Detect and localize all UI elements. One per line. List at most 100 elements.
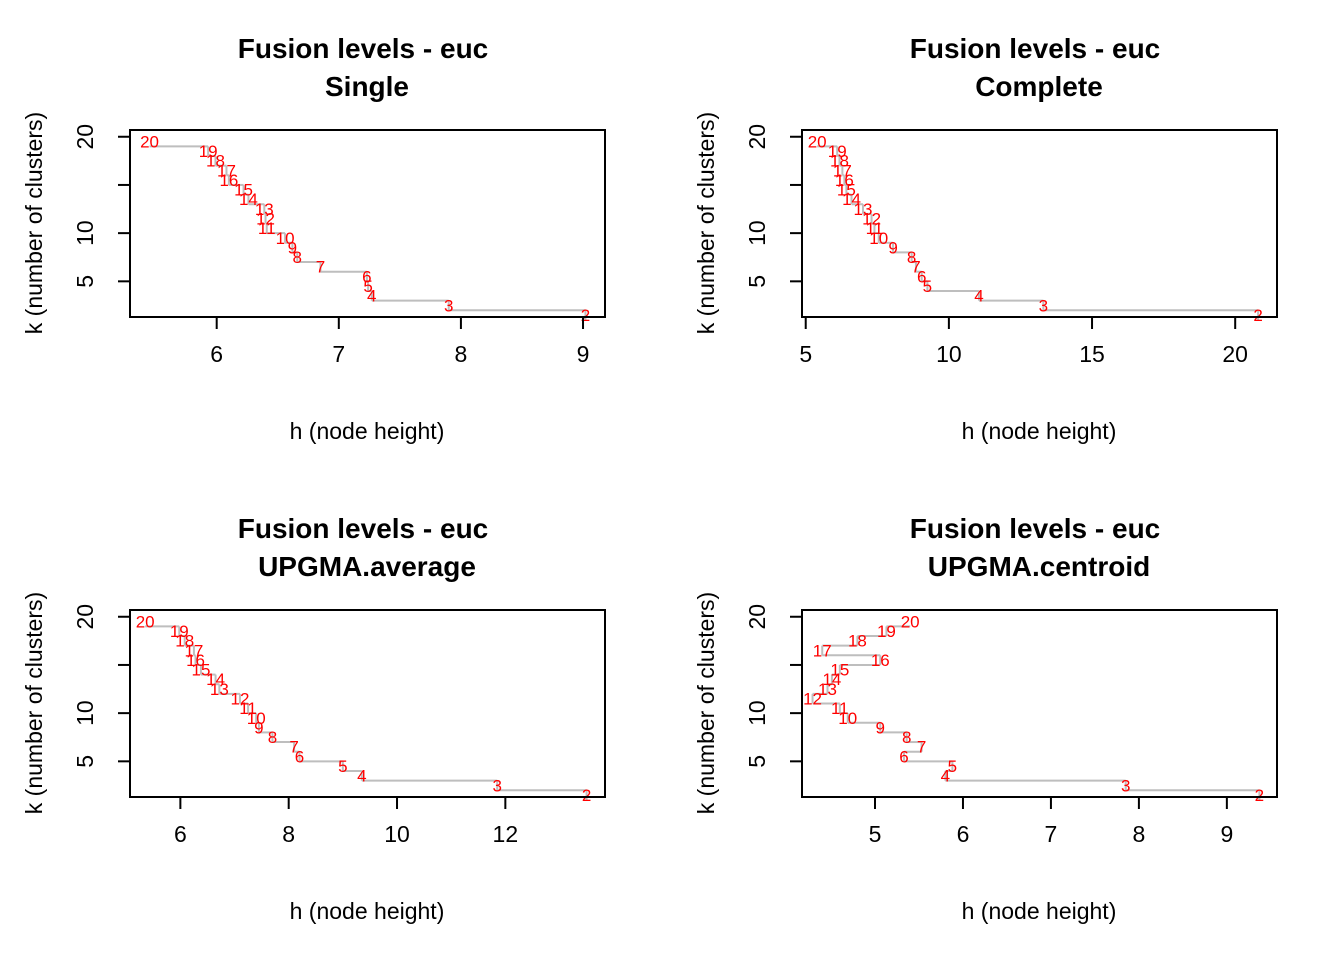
y-tick-label: 10 — [744, 220, 770, 246]
x-tick-label: 5 — [869, 821, 882, 847]
y-tick-label: 20 — [72, 124, 98, 150]
x-tick-label: 10 — [384, 821, 410, 847]
point-label: 5 — [948, 757, 957, 776]
point-label: 4 — [367, 287, 376, 306]
point-label: 3 — [1039, 296, 1048, 315]
y-axis-label: k (number of clusters) — [21, 592, 47, 814]
y-tick-label: 20 — [744, 124, 770, 150]
point-label: 10 — [276, 229, 295, 248]
point-label: 19 — [877, 622, 896, 641]
point-label: 17 — [217, 161, 236, 180]
point-label: 8 — [902, 728, 911, 747]
x-tick-label: 7 — [332, 341, 345, 367]
x-tick-label: 20 — [1222, 341, 1248, 367]
point-label: 11 — [831, 699, 849, 718]
point-label: 11 — [866, 219, 884, 238]
point-label: 13 — [854, 200, 873, 219]
x-tick-label: 8 — [282, 821, 295, 847]
x-tick-label: 6 — [174, 821, 187, 847]
point-label: 13 — [818, 680, 837, 699]
panel-subtitle: UPGMA.centroid — [928, 551, 1150, 582]
point-label: 9 — [888, 238, 897, 257]
panel-title: Fusion levels - euc — [910, 513, 1161, 544]
point-label: 18 — [848, 632, 867, 651]
point-label: 13 — [255, 200, 274, 219]
point-label: 5 — [923, 277, 932, 296]
point-label: 8 — [907, 248, 916, 267]
point-label: 10 — [838, 709, 857, 728]
point-label: 7 — [917, 738, 926, 757]
point-label: 6 — [362, 267, 371, 286]
point-label: 13 — [210, 680, 229, 699]
point-label: 9 — [254, 718, 263, 737]
point-label: 16 — [835, 171, 854, 190]
x-tick-label: 5 — [799, 341, 812, 367]
point-label: 14 — [206, 670, 225, 689]
point-label: 7 — [911, 258, 920, 277]
x-tick-label: 6 — [210, 341, 223, 367]
point-label: 19 — [828, 142, 847, 161]
x-tick-label: 8 — [1132, 821, 1145, 847]
y-axis-label: k (number of clusters) — [693, 112, 719, 334]
point-label: 14 — [822, 670, 841, 689]
point-label: 15 — [234, 181, 253, 200]
point-label: 7 — [289, 738, 298, 757]
y-tick-label: 5 — [72, 275, 98, 288]
point-label: 12 — [862, 210, 881, 229]
point-label: 7 — [316, 258, 325, 277]
x-tick-label: 10 — [936, 341, 962, 367]
point-label: 15 — [830, 661, 849, 680]
point-label: 2 — [582, 786, 591, 805]
panel-complete: Fusion levels - euc Complete h (node hei… — [693, 33, 1278, 444]
y-tick-label: 5 — [72, 755, 98, 768]
point-label: 6 — [917, 267, 926, 286]
point-label: 4 — [357, 767, 366, 786]
point-label: 14 — [842, 190, 861, 209]
point-label: 5 — [338, 757, 347, 776]
panel-subtitle: Complete — [975, 71, 1103, 102]
y-tick-label: 5 — [744, 755, 770, 768]
point-label: 3 — [492, 776, 501, 795]
x-tick-label: 6 — [957, 821, 970, 847]
panel-single: Fusion levels - euc Single h (node heigh… — [21, 33, 606, 444]
point-label: 8 — [268, 728, 277, 747]
panel-title: Fusion levels - euc — [238, 513, 489, 544]
point-label: 2 — [581, 306, 590, 325]
point-label: 17 — [813, 641, 832, 660]
point-label: 15 — [191, 661, 210, 680]
x-axis-label: h (node height) — [290, 418, 445, 444]
y-tick-label: 20 — [744, 604, 770, 630]
y-tick-label: 10 — [744, 700, 770, 726]
point-label: 3 — [1121, 776, 1130, 795]
y-axis-label: k (number of clusters) — [693, 592, 719, 814]
point-label: 15 — [837, 181, 856, 200]
point-label: 18 — [830, 152, 849, 171]
point-label: 5 — [363, 277, 372, 296]
point-label: 14 — [239, 190, 258, 209]
x-axis-label: h (node height) — [962, 418, 1117, 444]
point-label: 16 — [871, 651, 890, 670]
point-label: 20 — [901, 612, 920, 631]
panel-subtitle: UPGMA.average — [258, 551, 476, 582]
x-tick-label: 9 — [577, 341, 590, 367]
x-axis-label: h (node height) — [290, 898, 445, 924]
point-label: 8 — [293, 248, 302, 267]
point-label: 16 — [219, 171, 238, 190]
point-label: 17 — [833, 161, 852, 180]
panel-subtitle: Single — [325, 71, 409, 102]
point-label: 17 — [184, 641, 203, 660]
panel-title: Fusion levels - euc — [238, 33, 489, 64]
point-label: 4 — [941, 767, 950, 786]
point-label: 2 — [1255, 786, 1264, 805]
y-tick-label: 5 — [744, 275, 770, 288]
point-label: 18 — [175, 632, 194, 651]
point-label: 12 — [803, 690, 822, 709]
point-label: 9 — [288, 238, 297, 257]
point-label: 20 — [136, 612, 155, 631]
point-label: 10 — [247, 709, 266, 728]
